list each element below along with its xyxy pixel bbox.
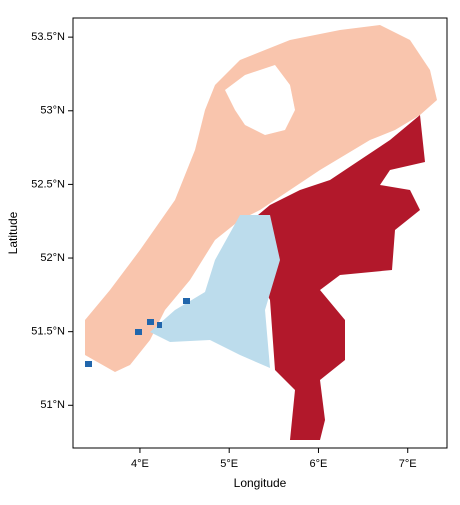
y-axis-label: Latitude	[6, 211, 20, 254]
y-tick-label: 51.5°N	[31, 326, 65, 338]
y-tick-label: 52.5°N	[31, 178, 65, 190]
y-tick-label: 51°N	[40, 399, 65, 411]
cell	[157, 322, 162, 328]
region-north-west	[85, 25, 437, 372]
y-tick-label: 52°N	[40, 252, 65, 264]
cell	[85, 361, 92, 367]
region-river	[150, 215, 280, 368]
plot-frame	[72, 17, 448, 449]
cell	[147, 319, 154, 325]
map-regions	[85, 25, 437, 440]
cell	[135, 329, 142, 335]
x-tick-label: 4°E	[131, 458, 149, 470]
region-east	[240, 115, 425, 440]
x-tick-label: 5°E	[220, 458, 238, 470]
x-tick-label: 6°E	[310, 458, 328, 470]
lake	[225, 65, 295, 135]
cell	[183, 298, 190, 304]
x-axis-label: Longitude	[234, 476, 287, 490]
y-tick-label: 53.5°N	[31, 31, 65, 43]
x-tick-label: 7°E	[399, 458, 417, 470]
y-tick-label: 53°N	[40, 105, 65, 117]
